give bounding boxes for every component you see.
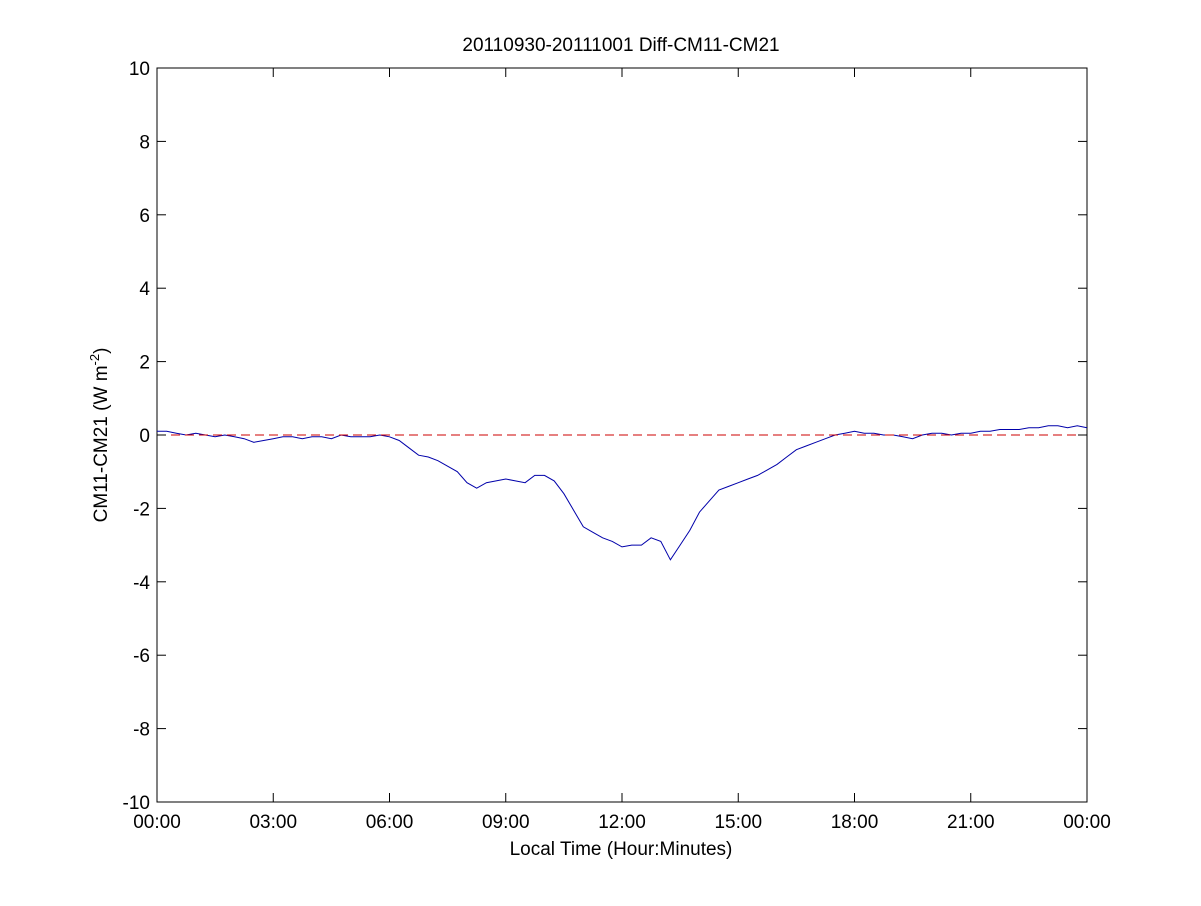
series-line-diff <box>157 425 1088 561</box>
y-tick-label: 6 <box>139 206 150 227</box>
y-tick-label: -10 <box>123 793 150 814</box>
y-tick-label: -2 <box>133 499 150 520</box>
y-tick-labels: 10 8 6 4 2 0 -2 -4 -6 -8 -10 <box>123 59 151 814</box>
tick-layer <box>156 67 1088 803</box>
y-axis-title-close: ) <box>91 348 112 354</box>
x-tick-label: 21:00 <box>947 812 995 833</box>
x-tick-label: 00:00 <box>133 812 181 833</box>
y-tick-label: 4 <box>139 279 150 300</box>
x-tick-labels: 00:00 03:00 06:00 09:00 12:00 15:00 18:00 21:00… <box>133 812 1111 833</box>
chart-title: 20110930-20111001 Diff-CM11-CM21 <box>462 35 779 56</box>
x-tick-label: 03:00 <box>249 812 297 833</box>
x-axis-title: Local Time (Hour:Minutes) <box>510 839 733 860</box>
x-tick-label: 00:00 <box>1063 812 1111 833</box>
y-tick-label: -6 <box>133 646 150 667</box>
plot-area <box>156 67 1088 803</box>
series-layer <box>157 425 1088 561</box>
x-tick-label: 15:00 <box>714 812 762 833</box>
x-tick-label: 12:00 <box>598 812 646 833</box>
y-tick-label: 2 <box>139 353 150 374</box>
y-tick-label: 10 <box>129 59 150 80</box>
y-axis-title: CM11-CM21 (W m-2) <box>87 348 112 523</box>
x-tick-label: 09:00 <box>482 812 530 833</box>
y-tick-label: -4 <box>133 573 150 594</box>
y-tick-label: -8 <box>133 720 150 741</box>
y-tick-label: 8 <box>139 132 150 153</box>
y-axis-title-main: CM11-CM21 (W m <box>91 365 112 522</box>
y-axis-title-superscript: -2 <box>87 354 102 366</box>
x-tick-label: 18:00 <box>831 812 879 833</box>
x-tick-label: 06:00 <box>366 812 414 833</box>
y-tick-label: 0 <box>139 426 150 447</box>
